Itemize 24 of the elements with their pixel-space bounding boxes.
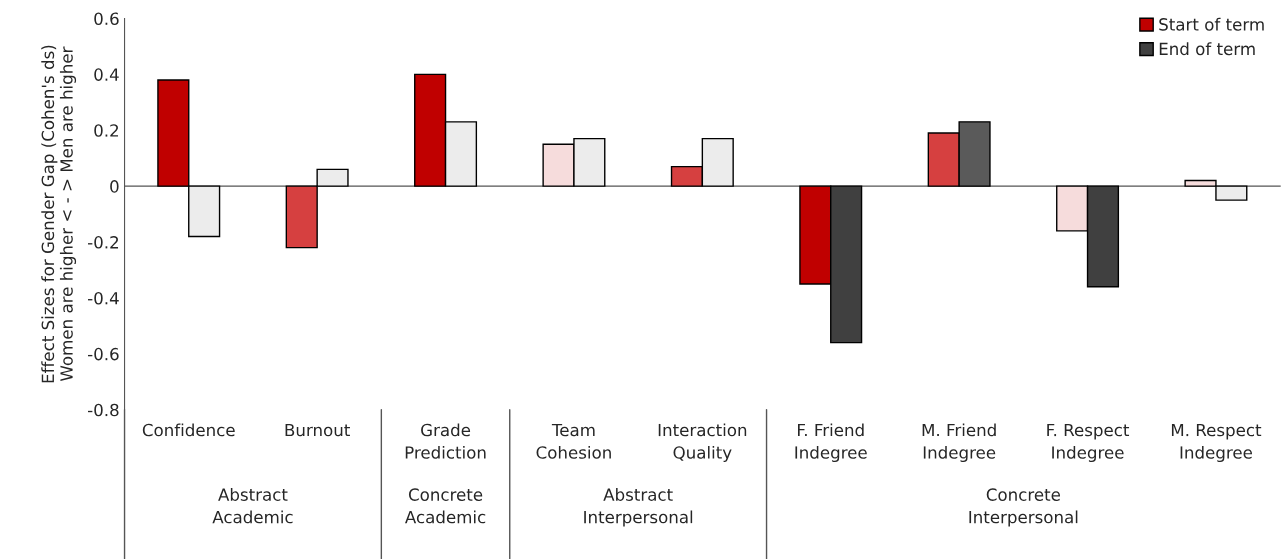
- x-tick-label: Team Cohesion: [536, 423, 611, 459]
- text: Abstract Academic: [212, 488, 293, 524]
- text: Concrete Academic: [405, 488, 486, 524]
- text: Abstract Interpersonal: [584, 488, 693, 527]
- x-tick-label: Interaction Quality: [658, 423, 747, 463]
- y-tick-label: 0.4: [94, 68, 119, 81]
- legend-label: Start of term: [1159, 17, 1264, 31]
- y-tick-label: 0: [110, 180, 119, 193]
- x-tick-label: M. Respect Indegree: [1171, 423, 1262, 463]
- y-tick-label: 0.6: [94, 12, 119, 26]
- x-tick-label: F. Respect Indegree: [1047, 423, 1130, 463]
- y-tick-label: 0.2: [94, 124, 119, 137]
- x-tick-label: Grade Prediction: [405, 423, 486, 459]
- y-tick-label: -0.6: [87, 347, 119, 361]
- text: Concrete Interpersonal: [969, 488, 1078, 527]
- x-tick-label: F. Friend Indegree: [795, 423, 867, 463]
- y-tick-label: -0.2: [87, 236, 119, 249]
- y-axis-title: Effect Sizes for Gender Gap (Cohen's ds) Women are higher < - > Men are higher: [41, 45, 77, 383]
- x-tick-label: Burnout: [285, 423, 350, 437]
- y-tick-label: -0.8: [87, 403, 119, 417]
- x-tick-label: M. Friend Indegree: [922, 423, 996, 463]
- x-tick-label: Confidence: [142, 423, 235, 437]
- y-tick-label: -0.4: [87, 291, 119, 305]
- legend-label: End of term: [1159, 42, 1255, 56]
